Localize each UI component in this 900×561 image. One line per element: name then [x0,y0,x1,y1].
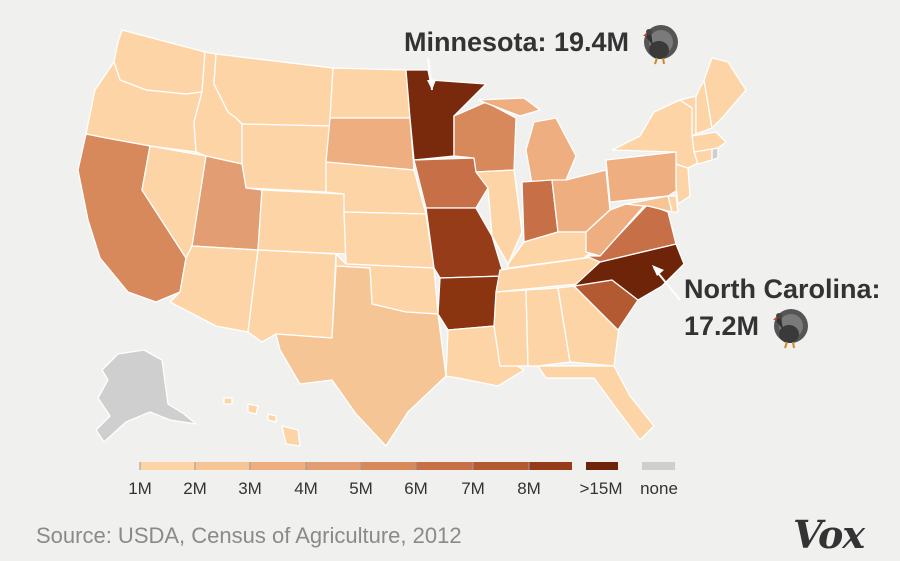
legend-label-7m: 7M [461,479,485,498]
state-MT [213,53,334,127]
legend-swatch [140,462,195,470]
state-FL [537,365,655,441]
legend-label-8m: 8M [517,479,541,498]
state-TX [275,265,447,447]
legend-label-1m: 1M [128,479,152,498]
north-carolina-callout-title: North Carolina: [684,274,881,304]
minnesota-callout: Minnesota: 19.4M [404,22,681,66]
us-choropleth-map [77,29,747,470]
turkey-icon [642,25,678,65]
north-carolina-pointer [652,265,681,301]
state-MA [691,131,727,153]
state-AK [95,349,197,443]
legend-swatch [306,462,361,470]
state-CO [257,189,347,255]
legend-swatch [586,462,618,470]
source-credit: Source: USDA, Census of Agriculture, 201… [36,523,462,548]
legend-swatch [529,462,572,470]
state-WV [585,203,645,257]
state-WY [241,123,331,193]
state-PA [605,151,685,203]
minnesota-callout-text: Minnesota: 19.4M [404,27,630,58]
state-IA [413,157,489,209]
legend-label-6m: 6M [404,479,428,498]
vox-logo: Vox [793,512,865,557]
state-KS [343,211,435,269]
state-AL [525,287,571,367]
legend-label-2m: 2M [183,479,207,498]
legend-swatch [416,462,473,470]
state-CA [77,133,187,303]
legend-swatch [361,462,416,470]
state-ME [703,57,747,129]
legend-swatch [250,462,306,470]
legend-swatch [642,462,675,470]
minnesota-pointer [427,57,436,91]
north-carolina-callout-value: 17.2M [684,311,760,342]
legend-label-none: none [640,479,678,498]
state-NM [247,249,337,343]
state-MS [493,289,529,367]
state-ND [329,67,411,119]
state-NJ [675,163,691,205]
legend-color-bar [139,462,675,470]
legend-label-15m: >15M [579,479,623,498]
turkey-icon [772,309,808,349]
north-carolina-callout: North Carolina: 17.2M [684,272,881,350]
state-VT [679,95,697,137]
state-HI [223,397,301,447]
state-MD [625,195,673,213]
legend-label-5m: 5M [349,479,373,498]
state-RI [711,147,719,161]
legend-swatch [195,462,250,470]
legend-label-4m: 4M [294,479,318,498]
legend-label-3m: 3M [238,479,262,498]
state-SD [325,117,415,171]
state-DE [667,195,679,213]
legend-swatch [473,462,529,470]
